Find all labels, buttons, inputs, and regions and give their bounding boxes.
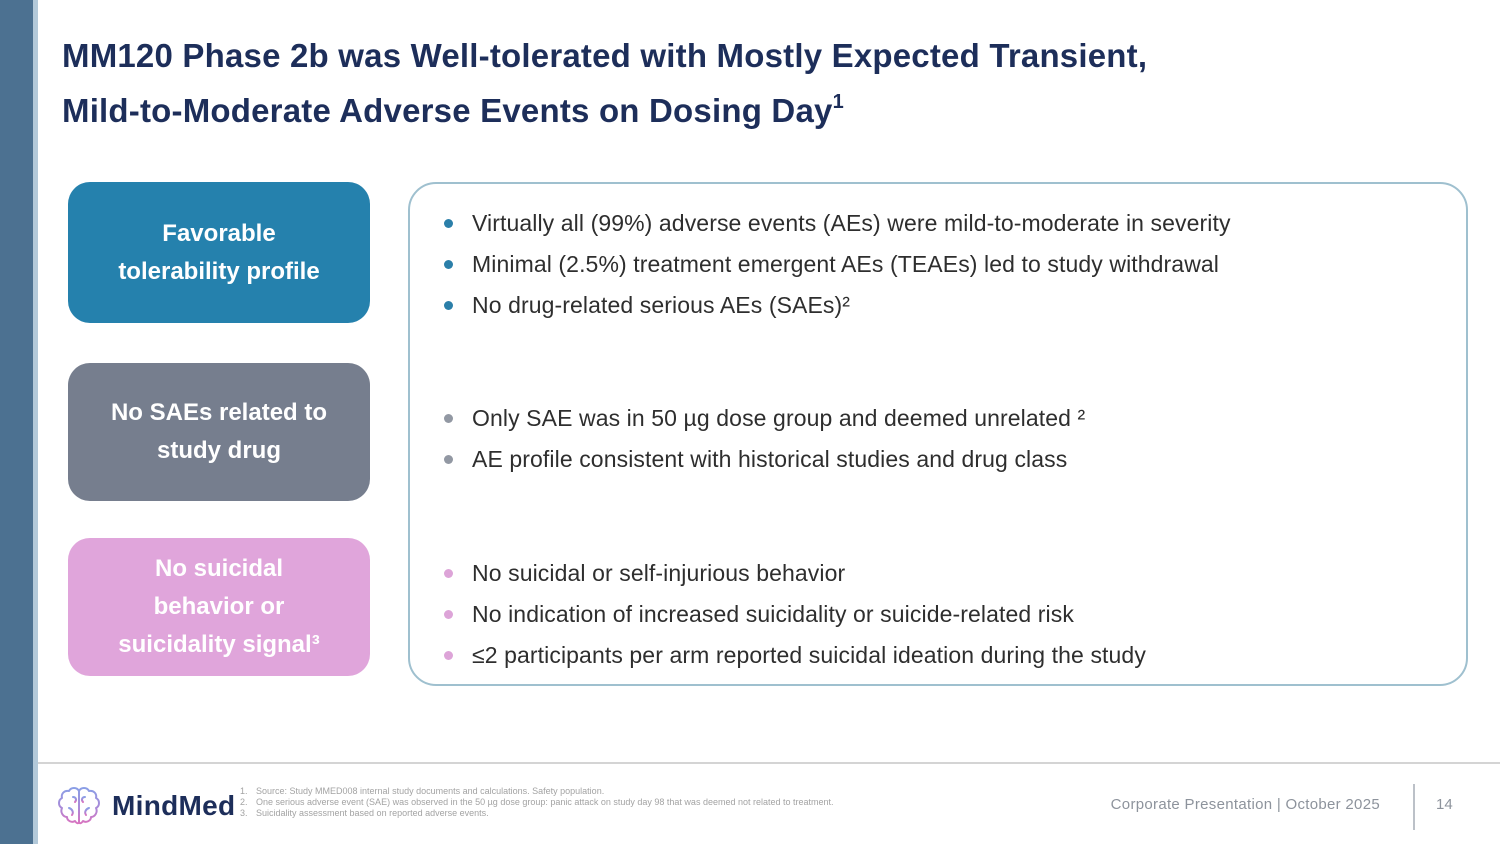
bullet-text: No drug-related serious AEs (SAEs)² (472, 292, 851, 318)
bullet-text: No suicidal or self-injurious behavior (472, 560, 846, 586)
pill-label-line: study drug (157, 437, 281, 464)
footnote: 3. Suicidality assessment based on repor… (240, 808, 880, 818)
bullet-item: No drug-related serious AEs (SAEs)² (444, 290, 1446, 320)
logo-wordmark: MindMed (112, 790, 236, 821)
bullet-dot (444, 610, 453, 619)
footnote: 1. Source: Study MMED008 internal study … (240, 786, 880, 796)
bullet-dot (444, 260, 453, 269)
footer: MindMed 1. Source: Study MMED008 interna… (0, 764, 1500, 844)
bullet-item: No suicidal or self-injurious behavior (444, 558, 1446, 588)
pill-no-suicidal-behavior: No suicidal behavior or suicidality sign… (68, 538, 370, 676)
footnote-text: Source: Study MMED008 internal study doc… (256, 786, 605, 796)
bullet-item: ≤2 participants per arm reported suicida… (444, 640, 1446, 670)
pill-no-saes: No SAEs related to study drug (68, 363, 370, 501)
bullet-dot (444, 219, 453, 228)
bullet-text: Only SAE was in 50 µg dose group and dee… (472, 405, 1086, 431)
left-accent-bar-edge (33, 0, 38, 844)
bullet-text: No indication of increased suicidality o… (472, 601, 1074, 627)
bullet-panel: Virtually all (99%) adverse events (AEs)… (408, 182, 1468, 686)
bullet-group-saes: Only SAE was in 50 µg dose group and dee… (444, 403, 1446, 485)
mindmed-logo: MindMed (55, 782, 235, 830)
bullet-dot (444, 414, 453, 423)
bullet-dot (444, 301, 453, 310)
footnote-number: 1. (240, 786, 248, 796)
footer-divider (0, 762, 1500, 764)
bullet-item: No indication of increased suicidality o… (444, 599, 1446, 629)
pill-label-line: behavior or (153, 593, 285, 620)
footnote: 2. One serious adverse event (SAE) was o… (240, 797, 880, 807)
bullet-group-suicidality: No suicidal or self-injurious behavior N… (444, 558, 1446, 681)
bullet-dot (444, 455, 453, 464)
bullet-text: AE profile consistent with historical st… (472, 446, 1068, 472)
presentation-label: Corporate Presentation | October 2025 (1110, 796, 1380, 813)
bullet-text: Minimal (2.5%) treatment emergent AEs (T… (472, 251, 1220, 277)
bullet-item: Only SAE was in 50 µg dose group and dee… (444, 403, 1446, 433)
pill-label-line: No SAEs related to (110, 399, 328, 426)
slide-title: MM120 Phase 2b was Well-tolerated with M… (62, 32, 1442, 134)
pill-label-line: suicidality signal³ (118, 631, 320, 658)
pill-label-line: No suicidal (154, 555, 284, 582)
page-number-divider (1413, 784, 1415, 830)
bullet-dot (444, 569, 453, 578)
pill-label-line: Favorable (162, 219, 276, 247)
bullet-group-tolerability: Virtually all (99%) adverse events (AEs)… (444, 208, 1446, 331)
bullet-item: Virtually all (99%) adverse events (AEs)… (444, 208, 1446, 238)
footnote-text: Suicidality assessment based on reported… (256, 808, 489, 818)
pill-label-line: tolerability profile (118, 257, 320, 285)
brain-icon (58, 787, 100, 825)
bullet-item: Minimal (2.5%) treatment emergent AEs (T… (444, 249, 1446, 279)
footnote-number: 3. (240, 808, 248, 818)
pill-favorable-tolerability: Favorable tolerability profile (68, 182, 370, 323)
slide-title-line1: MM120 Phase 2b was Well-tolerated with M… (62, 37, 1148, 74)
footnotes: 1. Source: Study MMED008 internal study … (240, 786, 880, 819)
slide-title-superscript: 1 (832, 91, 844, 113)
slide-title-line2: Mild-to-Moderate Adverse Events on Dosin… (62, 92, 833, 129)
page-number: 14 (1436, 796, 1453, 813)
bullet-text: ≤2 participants per arm reported suicida… (472, 642, 1146, 668)
bullet-text: Virtually all (99%) adverse events (AEs)… (472, 210, 1231, 236)
bullet-dot (444, 651, 453, 660)
left-accent-bar (0, 0, 33, 844)
footnote-text: One serious adverse event (SAE) was obse… (256, 797, 834, 807)
bullet-item: AE profile consistent with historical st… (444, 444, 1446, 474)
footnote-number: 2. (240, 797, 248, 807)
